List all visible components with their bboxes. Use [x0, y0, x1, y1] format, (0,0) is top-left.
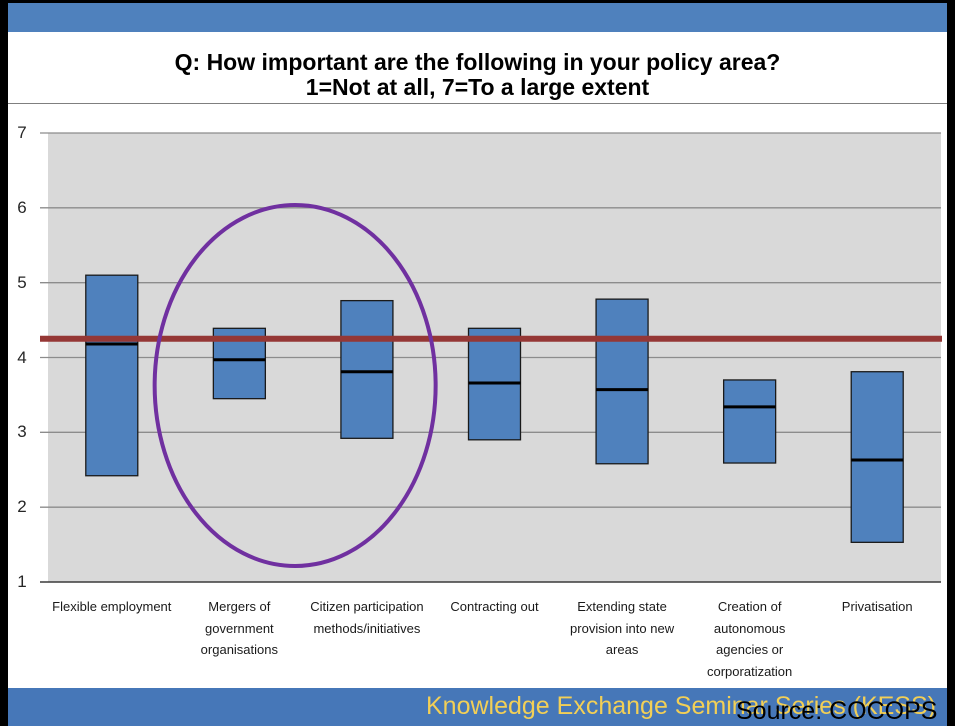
category-label-extending-state-provision-into-new-areas: Extending state provision into new areas	[570, 599, 675, 657]
chart-subtitle: 1=Not at all, 7=To a large extent	[305, 74, 650, 100]
category-label-creation-of-autonomous-agencies-or-corporatization: Creation of autonomous agencies or corpo…	[707, 599, 793, 679]
title-block: Q: How important are the following in yo…	[8, 50, 947, 100]
header-band	[8, 3, 947, 32]
range-bar-flexible-employment	[85, 274, 139, 477]
y-tick-label-4: 4	[17, 347, 27, 367]
range-bar-creation-of-autonomous-agencies-or-corporatization	[722, 379, 777, 464]
category-label-citizen-participation-methods-initiatives: Citizen participation methods/initiative…	[310, 599, 424, 636]
banner-title: Knowledge Exchange Seminar Series (KESS)	[426, 692, 936, 720]
range-bar-privatisation	[850, 371, 904, 543]
y-tick-label-6: 6	[17, 197, 27, 217]
footer-band: Knowledge Exchange Seminar Series (KESS)…	[8, 688, 947, 726]
y-tick-label-3: 3	[17, 422, 27, 442]
category-label-privatisation: Privatisation	[841, 599, 913, 614]
title-divider	[8, 103, 947, 104]
y-tick-label-5: 5	[17, 272, 27, 292]
highlight-ellipse	[152, 203, 438, 568]
category-label-flexible-employment: Flexible employment	[52, 599, 172, 614]
category-label-mergers-of-government-organisations: Mergers of government organisations	[200, 599, 278, 657]
source-note: Source: COCOPS	[736, 697, 938, 725]
category-label-contracting-out: Contracting out	[450, 599, 539, 614]
chart-title: Q: How important are the following in yo…	[174, 49, 781, 75]
range-bar-citizen-participation-methods-initiatives	[340, 299, 394, 439]
y-tick-label-7: 7	[17, 123, 27, 142]
range-bar-extending-state-provision-into-new-areas	[595, 298, 649, 465]
y-tick-label-1: 1	[17, 572, 27, 591]
y-tick-label-2: 2	[17, 497, 27, 517]
